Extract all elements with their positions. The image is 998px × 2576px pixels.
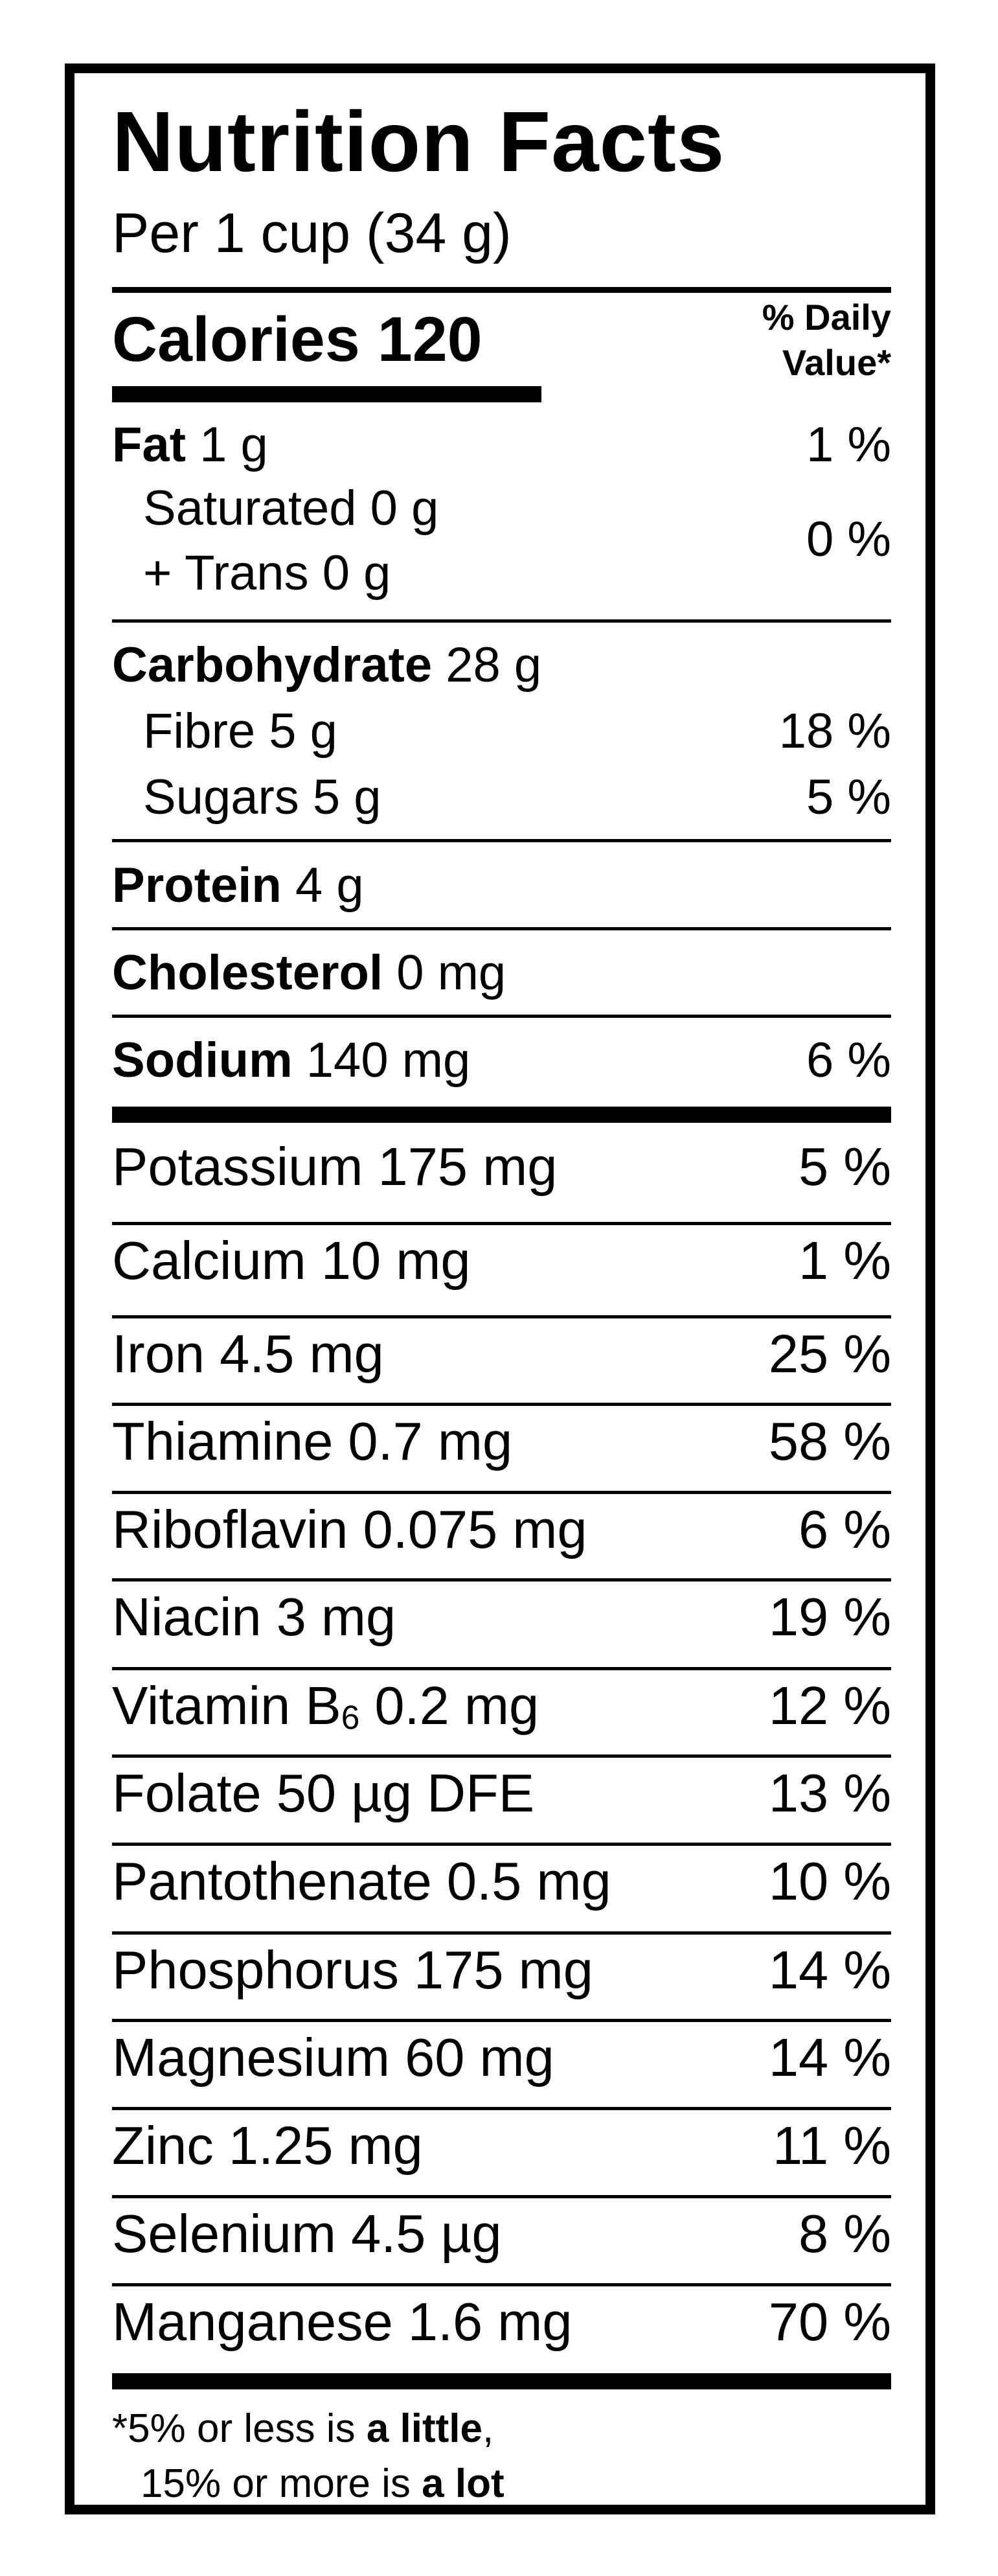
micronutrient-label: Thiamine 0.7 mg	[112, 1411, 513, 1471]
sodium-label: Sodium 140 mg	[112, 1032, 470, 1088]
micronutrient-dv: 1 %	[798, 1230, 891, 1291]
divider	[112, 1578, 891, 1581]
cholesterol-label: Cholesterol 0 mg	[112, 945, 506, 1001]
micronutrient-dv: 10 %	[768, 1851, 891, 1911]
nutrition-facts-content: Nutrition Facts Per 1 cup (34 g) Calorie…	[112, 73, 891, 2507]
divider	[112, 1754, 891, 1758]
micronutrient-dv: 8 %	[798, 2203, 891, 2264]
divider	[112, 1667, 891, 1670]
carbohydrate-amount: 28 g	[446, 638, 542, 693]
trans-label: + Trans 0 g	[143, 546, 391, 601]
vitamin-amount: 0.2 mg	[359, 1675, 539, 1736]
divider	[112, 1222, 891, 1225]
protein-label: Protein 4 g	[112, 857, 364, 914]
micronutrient-dv: 58 %	[768, 1411, 891, 1471]
divider	[112, 1403, 891, 1406]
micronutrient-label: Niacin 3 mg	[112, 1587, 396, 1647]
micronutrient-dv: 13 %	[768, 1763, 891, 1823]
footnote-line1-prefix: *5% or less is	[112, 2406, 367, 2451]
sat-trans-dv: 0 %	[806, 512, 891, 567]
saturated-label: Saturated 0 g	[143, 481, 439, 536]
footnote-line2: 15% or more is a lot	[141, 2461, 505, 2507]
thick-divider	[112, 2373, 891, 2389]
daily-value-header-line2: Value*	[782, 342, 891, 383]
divider	[112, 287, 891, 293]
daily-value-header-line1: % Daily	[762, 297, 891, 338]
micronutrient-dv: 70 %	[768, 2292, 891, 2352]
fat-label: Fat 1 g	[112, 417, 268, 473]
carbohydrate-name: Carbohydrate	[112, 638, 433, 693]
calories-underline	[112, 386, 541, 402]
fibre-label: Fibre 5 g	[143, 704, 337, 759]
micronutrient-label: Zinc 1.25 mg	[112, 2115, 423, 2176]
micronutrient-label: Riboflavin 0.075 mg	[112, 1499, 587, 1559]
sodium-name: Sodium	[112, 1033, 293, 1088]
protein-amount: 4 g	[295, 858, 364, 913]
protein-name: Protein	[112, 858, 282, 913]
micronutrient-label: Folate 50 µg DFE	[112, 1763, 535, 1823]
divider	[112, 1315, 891, 1318]
divider	[112, 839, 891, 842]
divider	[112, 2107, 891, 2110]
micronutrient-label: Magnesium 60 mg	[112, 2027, 554, 2087]
footnote-line1-bold: a little	[366, 2406, 482, 2451]
divider	[112, 2283, 891, 2286]
sugars-label: Sugars 5 g	[143, 770, 381, 825]
micronutrient-label: Vitamin B6 0.2 mg	[112, 1675, 539, 1737]
calories-line: Calories 120	[112, 303, 482, 376]
fibre-dv: 18 %	[778, 704, 891, 759]
micronutrient-dv: 5 %	[798, 1136, 891, 1197]
fat-name: Fat	[112, 417, 186, 472]
sodium-amount: 140 mg	[306, 1033, 471, 1088]
divider	[112, 1491, 891, 1494]
sugars-dv: 5 %	[806, 770, 891, 825]
serving-size: Per 1 cup (34 g)	[112, 202, 512, 264]
micronutrient-dv: 6 %	[798, 1499, 891, 1559]
calories-label: Calories	[112, 304, 360, 374]
micronutrient-dv: 12 %	[768, 1675, 891, 1736]
micronutrient-dv: 11 %	[772, 2115, 891, 2176]
calories-value: 120	[377, 304, 482, 374]
micronutrient-dv: 19 %	[768, 1587, 891, 1647]
divider	[112, 1015, 891, 1018]
divider	[112, 619, 891, 623]
divider	[112, 1931, 891, 1935]
carbohydrate-label: Carbohydrate 28 g	[112, 637, 541, 693]
label-title: Nutrition Facts	[112, 94, 725, 189]
nutrition-facts-panel: Nutrition Facts Per 1 cup (34 g) Calorie…	[65, 63, 935, 2514]
footnote-line1: *5% or less is a little,	[112, 2406, 493, 2452]
micronutrient-label: Calcium 10 mg	[112, 1230, 471, 1291]
cholesterol-amount: 0 mg	[396, 945, 506, 1000]
fat-dv: 1 %	[806, 417, 891, 472]
micronutrient-dv: 25 %	[768, 1324, 891, 1384]
footnote-line2-prefix: 15% or more is	[141, 2461, 422, 2506]
thick-divider	[112, 1107, 891, 1123]
micronutrient-label: Potassium 175 mg	[112, 1136, 558, 1197]
micronutrient-dv: 14 %	[768, 2027, 891, 2087]
micronutrient-label: Phosphorus 175 mg	[112, 1940, 593, 2000]
daily-value-header: % Daily Value*	[762, 295, 891, 385]
vitamin-subscript: 6	[341, 1698, 360, 1736]
micronutrient-label: Pantothenate 0.5 mg	[112, 1851, 611, 1911]
footnote-line2-bold: a lot	[422, 2461, 505, 2506]
sodium-dv: 6 %	[806, 1033, 891, 1088]
micronutrient-dv: 14 %	[768, 1940, 891, 2000]
divider	[112, 2195, 891, 2198]
cholesterol-name: Cholesterol	[112, 945, 383, 1000]
divider	[112, 1843, 891, 1846]
fat-amount: 1 g	[199, 417, 268, 472]
footnote-line1-suffix: ,	[482, 2406, 494, 2451]
divider	[112, 2019, 891, 2022]
micronutrient-label: Iron 4.5 mg	[112, 1324, 384, 1384]
micronutrient-label: Selenium 4.5 µg	[112, 2203, 502, 2264]
divider	[112, 927, 891, 930]
micronutrient-label: Manganese 1.6 mg	[112, 2292, 573, 2352]
vitamin-name: Vitamin B	[112, 1675, 341, 1736]
